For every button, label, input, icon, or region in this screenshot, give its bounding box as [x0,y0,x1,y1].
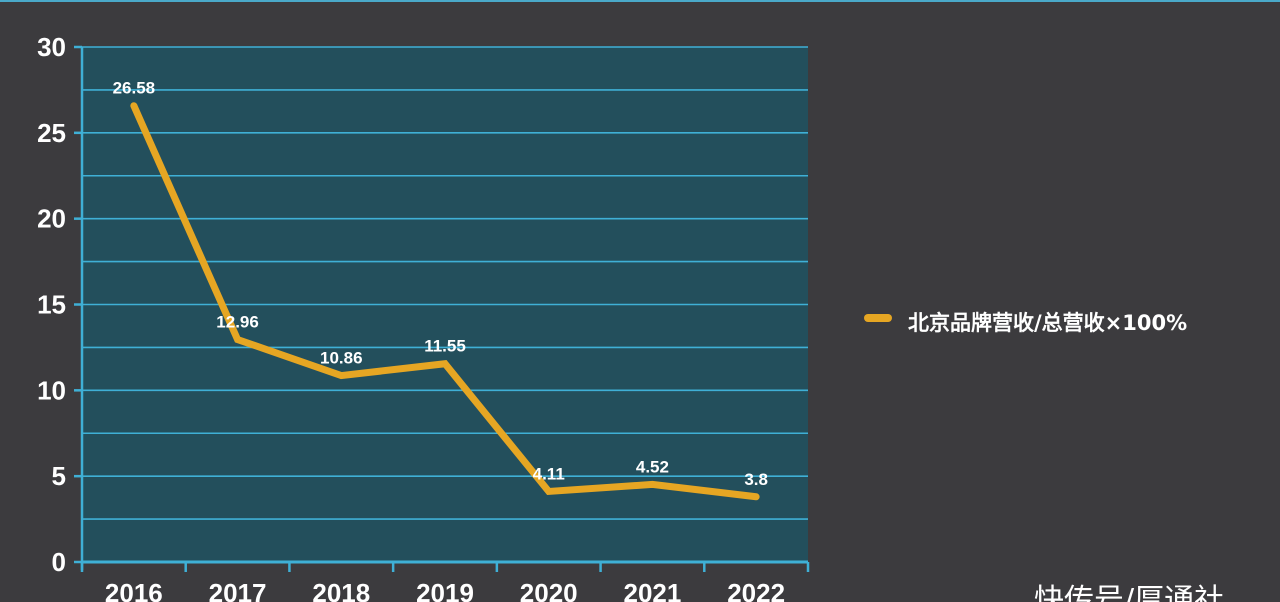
data-labels: 26.58 12.96 10.86 11.55 4.11 4.52 3.8 [113,79,768,489]
watermark-text: 快传号/厚通社 [1034,583,1225,602]
x-tick-label: 2017 [209,578,267,602]
top-border-line [0,0,1280,2]
y-axis-ticks: 0 5 10 15 20 25 30 [37,32,82,577]
y-tick-label: 10 [37,375,66,405]
data-label: 12.96 [216,313,259,332]
x-tick-label: 2020 [520,578,578,602]
data-label: 4.52 [636,457,669,476]
axes [80,47,808,570]
y-tick-label: 0 [52,547,66,577]
series-group [130,102,760,501]
data-label: 3.8 [744,470,768,489]
y-tick-label: 20 [37,204,66,234]
x-axis-ticks: 2016 2017 2018 2019 2020 2021 2022 [80,562,810,602]
x-tick-label: 2021 [624,578,682,602]
x-tick-label: 2018 [312,578,370,602]
data-label: 26.58 [113,79,156,98]
x-tick-label: 2016 [105,578,163,602]
y-tick-label: 25 [37,118,66,148]
data-label: 4.11 [533,464,565,483]
y-tick-label: 15 [37,290,66,320]
data-label: 10.86 [320,349,363,368]
legend-swatch [864,314,892,322]
y-tick-label: 30 [37,32,66,62]
x-tick-label: 2022 [727,578,785,602]
x-tick-label: 2019 [416,578,474,602]
legend-label: 北京品牌营收/总营收×100% [908,311,1188,335]
y-tick-label: 5 [52,461,66,491]
grid-lines [82,46,808,563]
data-label: 11.55 [424,337,466,356]
